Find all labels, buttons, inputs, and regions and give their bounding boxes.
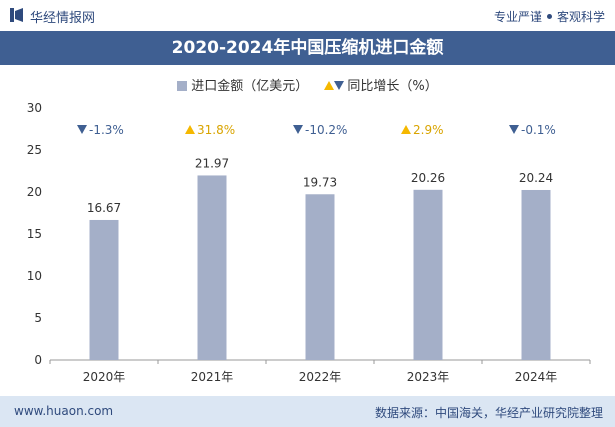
bar-value-label: 19.73: [303, 175, 337, 189]
growth-label: -1.3%: [89, 123, 124, 137]
y-tick-label: 30: [27, 101, 42, 115]
x-tick-label: 2020年: [83, 370, 126, 384]
y-tick-label: 0: [34, 353, 42, 367]
y-tick-label: 20: [27, 185, 42, 199]
growth-label: 31.8%: [197, 123, 235, 137]
y-tick-label: 25: [27, 143, 42, 157]
bar-value-label: 16.67: [87, 201, 121, 215]
bar: [305, 194, 335, 360]
legend: 进口金额（亿美元） 同比增长（%）: [0, 75, 615, 94]
bar: [521, 189, 551, 360]
separator-dot-icon: [546, 14, 552, 19]
website-link[interactable]: www.huaon.com: [14, 404, 114, 418]
growth-down-icon: [293, 125, 303, 134]
x-tick-label: 2024年: [515, 370, 558, 384]
tagline-2: 客观科学: [556, 10, 605, 24]
bar-value-label: 21.97: [195, 156, 229, 170]
y-tick-label: 15: [27, 227, 42, 241]
growth-down-icon: [77, 125, 87, 134]
legend-label-amount: 进口金额（亿美元）: [191, 79, 309, 94]
triangle-down-icon: [334, 81, 345, 90]
bar-swatch-icon: [177, 81, 188, 91]
bar-value-label: 20.26: [411, 171, 445, 185]
bar-value-label: 20.24: [519, 171, 553, 185]
chart-title: 2020-2024年中国压缩机进口金额: [171, 38, 444, 58]
y-tick-label: 10: [27, 269, 42, 283]
data-source: 数据来源：中国海关，华经产业研究院整理: [374, 406, 603, 420]
x-tick-label: 2021年: [191, 370, 234, 384]
growth-up-icon: [185, 125, 195, 134]
legend-label-growth: 同比增长（%）: [347, 79, 438, 94]
growth-down-icon: [509, 125, 519, 134]
tagline-1: 专业严谨: [493, 10, 542, 24]
bar: [89, 219, 119, 360]
x-tick-label: 2023年: [407, 370, 450, 384]
bar: [197, 175, 227, 360]
x-tick-label: 2022年: [299, 370, 342, 384]
title-bar: 2020-2024年中国压缩机进口金额: [0, 31, 615, 65]
bar: [413, 189, 443, 360]
legend-item-growth: 同比增长（%）: [324, 75, 438, 94]
top-bar: 华经情报网 专业严谨 客观科学: [0, 0, 615, 30]
growth-label: -0.1%: [521, 123, 556, 137]
growth-label: 2.9%: [413, 123, 444, 137]
legend-item-amount: 进口金额（亿美元）: [177, 75, 308, 94]
footer: www.huaon.com 数据来源：中国海关，华经产业研究院整理: [0, 396, 615, 427]
growth-up-icon: [401, 125, 411, 134]
y-tick-label: 5: [34, 311, 42, 325]
triangle-up-icon: [324, 81, 335, 90]
logo-icon: [10, 8, 23, 22]
tagline: 专业严谨 客观科学: [494, 8, 605, 25]
growth-label: -10.2%: [305, 123, 347, 137]
brand-name: 华经情报网: [30, 11, 96, 26]
